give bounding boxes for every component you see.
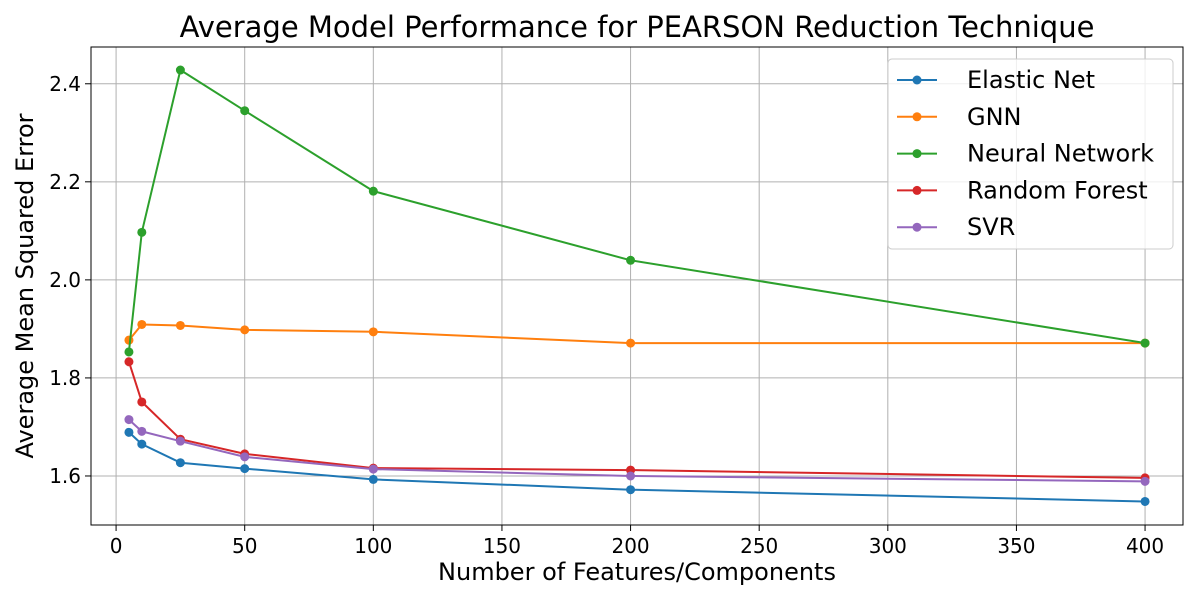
data-point (124, 347, 134, 357)
x-tick-label: 0 (110, 534, 123, 558)
data-point (137, 397, 147, 407)
data-point (240, 106, 250, 116)
data-point (368, 186, 378, 196)
x-tick-label: 300 (869, 534, 907, 558)
series-elastic-net (124, 427, 1150, 506)
x-axis-ticks: 0 50 100 150 200 250 300 350 400 (110, 525, 1164, 558)
legend-item: Random Forest (897, 176, 1148, 204)
legend-item: Neural Network (897, 140, 1154, 168)
x-tick-label: 200 (611, 534, 649, 558)
legend-label: Elastic Net (967, 66, 1095, 94)
y-tick-label: 2.0 (49, 268, 81, 292)
legend-label: Neural Network (967, 140, 1154, 168)
legend-marker (912, 75, 922, 85)
data-point (1140, 338, 1150, 348)
data-point (124, 427, 134, 437)
plot-frame (90, 46, 1184, 526)
data-point (137, 319, 147, 329)
legend: Elastic Net GNN Neural Network Random Fores… (887, 58, 1174, 250)
data-point (626, 338, 636, 348)
data-point (124, 415, 134, 425)
series-lines (124, 65, 1150, 506)
y-axis-ticks: 1.6 1.8 2.0 2.2 2.4 (49, 72, 91, 488)
data-point (626, 485, 636, 495)
y-tick-label: 2.4 (49, 72, 81, 96)
legend-marker (912, 112, 922, 122)
y-tick-label: 1.6 (49, 464, 81, 488)
x-tick-label: 250 (740, 534, 778, 558)
legend-label: GNN (967, 103, 1022, 131)
legend-marker (912, 149, 922, 159)
x-axis-label: Number of Features/Components (438, 558, 836, 586)
series-svr (124, 415, 1150, 486)
series-neural-network (124, 65, 1150, 357)
data-point (368, 327, 378, 337)
y-axis-label: Average Mean Squared Error (11, 113, 39, 458)
data-point (240, 325, 250, 335)
legend-item: GNN (897, 103, 1022, 131)
data-point (1140, 496, 1150, 506)
data-point (137, 227, 147, 237)
chart-title: Average Model Performance for PEARSON Re… (180, 10, 1095, 44)
data-point (1140, 476, 1150, 486)
legend-marker (912, 185, 922, 195)
legend-item: SVR (897, 213, 1015, 241)
x-tick-label: 400 (1126, 534, 1164, 558)
x-tick-label: 150 (483, 534, 521, 558)
legend-item: Elastic Net (897, 66, 1095, 94)
data-point (368, 464, 378, 474)
y-tick-label: 1.8 (49, 366, 81, 390)
legend-marker (912, 222, 922, 232)
data-point (626, 471, 636, 481)
data-point (175, 436, 185, 446)
data-point (240, 452, 250, 462)
y-tick-label: 2.2 (49, 170, 81, 194)
legend-label: Random Forest (967, 176, 1148, 204)
x-tick-label: 350 (997, 534, 1035, 558)
data-point (124, 357, 134, 367)
legend-box (887, 58, 1174, 250)
data-point (175, 458, 185, 468)
x-tick-label: 100 (354, 534, 392, 558)
data-point (626, 255, 636, 265)
data-point (368, 474, 378, 484)
legend-label: SVR (967, 213, 1015, 241)
x-tick-label: 50 (232, 534, 257, 558)
data-point (175, 65, 185, 75)
data-point (175, 320, 185, 330)
data-point (137, 426, 147, 436)
data-point (240, 464, 250, 474)
data-point (137, 439, 147, 449)
